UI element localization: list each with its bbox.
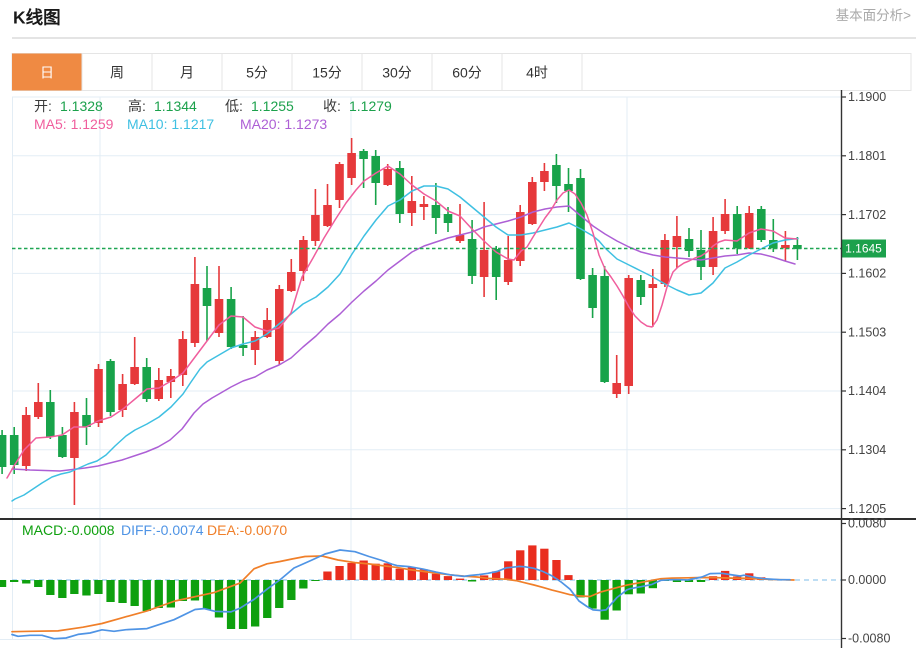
svg-text:低:: 低: bbox=[225, 98, 243, 114]
svg-text:MA5: 1.1259: MA5: 1.1259 bbox=[34, 116, 114, 132]
svg-text:15分: 15分 bbox=[312, 65, 342, 81]
svg-text:MA20: 1.1273: MA20: 1.1273 bbox=[240, 116, 327, 132]
svg-text:1.1279: 1.1279 bbox=[349, 98, 392, 114]
svg-text:DEA:-0.0070: DEA:-0.0070 bbox=[207, 522, 287, 538]
svg-text:0.0080: 0.0080 bbox=[848, 517, 886, 531]
svg-text:日: 日 bbox=[40, 65, 54, 81]
svg-text:高:: 高: bbox=[128, 98, 146, 114]
svg-text:1.1801: 1.1801 bbox=[848, 149, 886, 163]
svg-text:1.1404: 1.1404 bbox=[848, 384, 886, 398]
svg-text:DIFF:-0.0074: DIFF:-0.0074 bbox=[121, 522, 204, 538]
svg-text:1.1900: 1.1900 bbox=[848, 90, 886, 104]
svg-text:0.0000: 0.0000 bbox=[848, 573, 886, 587]
svg-text:K线图: K线图 bbox=[13, 8, 61, 28]
svg-text:1.1602: 1.1602 bbox=[848, 267, 886, 281]
svg-text:60分: 60分 bbox=[452, 65, 482, 81]
svg-text:1.1328: 1.1328 bbox=[60, 98, 103, 114]
svg-text:MACD:-0.0008: MACD:-0.0008 bbox=[22, 522, 115, 538]
svg-text:1.1702: 1.1702 bbox=[848, 208, 886, 222]
svg-text:1.1304: 1.1304 bbox=[848, 443, 886, 457]
svg-text:周: 周 bbox=[110, 65, 124, 81]
svg-text:-0.0080: -0.0080 bbox=[848, 632, 890, 646]
svg-text:开:: 开: bbox=[34, 98, 52, 114]
svg-text:MA10: 1.1217: MA10: 1.1217 bbox=[127, 116, 214, 132]
svg-text:1.1205: 1.1205 bbox=[848, 502, 886, 516]
svg-text:1.1255: 1.1255 bbox=[251, 98, 294, 114]
svg-text:1.1344: 1.1344 bbox=[154, 98, 197, 114]
svg-text:4时: 4时 bbox=[526, 65, 548, 81]
svg-text:月: 月 bbox=[180, 65, 194, 81]
svg-text:基本面分析>: 基本面分析> bbox=[836, 7, 911, 23]
svg-text:1.1503: 1.1503 bbox=[848, 325, 886, 339]
svg-text:30分: 30分 bbox=[382, 65, 412, 81]
svg-text:5分: 5分 bbox=[246, 65, 268, 81]
svg-text:1.1645: 1.1645 bbox=[845, 242, 882, 256]
svg-text:收:: 收: bbox=[323, 98, 341, 114]
